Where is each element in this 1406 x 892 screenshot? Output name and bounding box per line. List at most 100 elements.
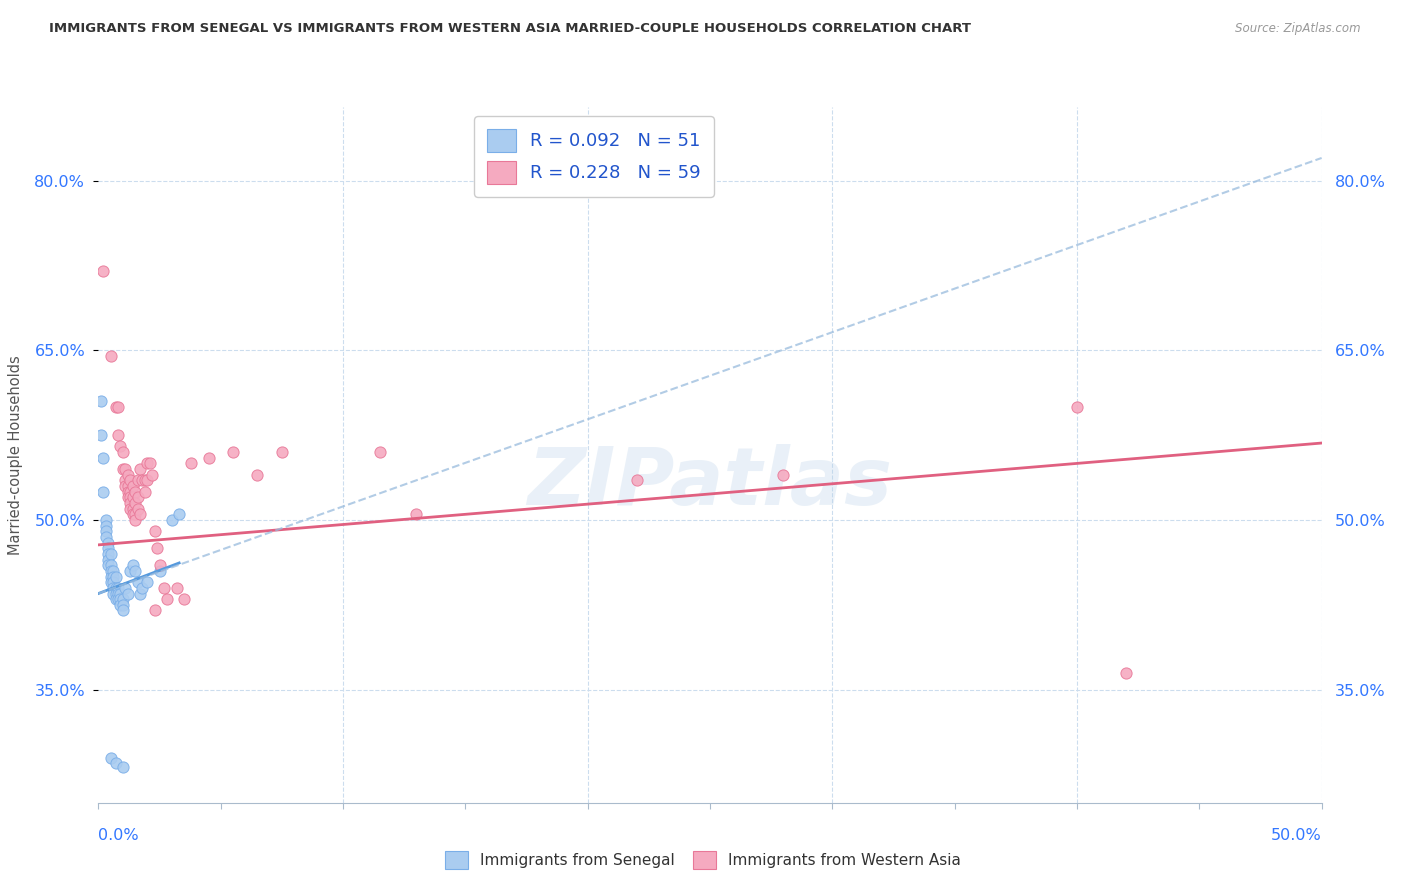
Point xyxy=(134,474,156,488)
Point xyxy=(117,586,139,600)
Point xyxy=(124,484,146,499)
Point xyxy=(94,518,117,533)
Point xyxy=(100,575,122,590)
Point xyxy=(146,541,169,556)
Point xyxy=(149,564,172,578)
Point xyxy=(107,581,129,595)
Point xyxy=(97,552,120,566)
Point xyxy=(110,439,132,453)
Point xyxy=(111,603,134,617)
Point xyxy=(120,501,142,516)
Point xyxy=(129,586,152,600)
Point xyxy=(101,575,124,590)
Point xyxy=(90,394,112,409)
Point xyxy=(91,484,114,499)
Legend: R = 0.092   N = 51, R = 0.228   N = 59: R = 0.092 N = 51, R = 0.228 N = 59 xyxy=(474,116,714,197)
Point xyxy=(111,462,134,476)
Point xyxy=(246,467,269,482)
Point xyxy=(121,491,143,505)
Point xyxy=(104,581,127,595)
Point xyxy=(197,450,219,465)
Point xyxy=(101,586,124,600)
Point xyxy=(101,581,124,595)
Point xyxy=(107,592,129,607)
Text: ZIPatlas: ZIPatlas xyxy=(527,443,893,522)
Point xyxy=(131,581,153,595)
Point xyxy=(167,508,190,522)
Point xyxy=(143,524,166,539)
Point xyxy=(100,558,122,573)
Point xyxy=(136,474,159,488)
Point xyxy=(94,530,117,544)
Point xyxy=(368,445,391,459)
Point xyxy=(104,586,127,600)
Point xyxy=(111,598,134,612)
Point xyxy=(270,445,294,459)
Point xyxy=(149,558,172,573)
Point xyxy=(121,508,143,522)
Point xyxy=(131,474,153,488)
Point xyxy=(166,581,188,595)
Point xyxy=(104,756,127,771)
Point xyxy=(110,592,132,607)
Point xyxy=(97,535,120,549)
Point xyxy=(104,592,127,607)
Point xyxy=(127,491,149,505)
Point xyxy=(120,484,142,499)
Point xyxy=(104,569,127,583)
Point xyxy=(90,428,112,442)
Point xyxy=(117,479,139,493)
Point xyxy=(772,467,794,482)
Point xyxy=(100,564,122,578)
Point xyxy=(97,541,120,556)
Point xyxy=(101,564,124,578)
Point xyxy=(139,457,162,471)
Point xyxy=(136,575,159,590)
Text: 50.0%: 50.0% xyxy=(1271,828,1322,843)
Point xyxy=(1115,665,1137,680)
Point xyxy=(117,484,139,499)
Point xyxy=(91,450,114,465)
Point xyxy=(111,592,134,607)
Point xyxy=(127,575,149,590)
Legend: Immigrants from Senegal, Immigrants from Western Asia: Immigrants from Senegal, Immigrants from… xyxy=(439,845,967,875)
Point xyxy=(117,491,139,505)
Point xyxy=(94,524,117,539)
Point xyxy=(160,513,183,527)
Point xyxy=(110,598,132,612)
Point xyxy=(114,462,136,476)
Point xyxy=(120,491,142,505)
Point xyxy=(405,508,427,522)
Point xyxy=(120,496,142,510)
Point xyxy=(114,474,136,488)
Point xyxy=(100,750,122,764)
Point xyxy=(107,400,129,414)
Point xyxy=(121,501,143,516)
Point xyxy=(107,586,129,600)
Point xyxy=(120,474,142,488)
Point xyxy=(107,428,129,442)
Point xyxy=(124,508,146,522)
Point xyxy=(100,349,122,363)
Point xyxy=(141,467,163,482)
Point xyxy=(111,445,134,459)
Point xyxy=(91,264,114,278)
Point xyxy=(143,603,166,617)
Point xyxy=(1066,400,1088,414)
Point xyxy=(129,462,152,476)
Point xyxy=(134,484,156,499)
Point xyxy=(117,467,139,482)
Point xyxy=(97,558,120,573)
Y-axis label: Married-couple Households: Married-couple Households xyxy=(8,355,24,555)
Point xyxy=(124,564,146,578)
Point xyxy=(136,457,159,471)
Point xyxy=(121,558,143,573)
Point xyxy=(121,479,143,493)
Point xyxy=(111,759,134,773)
Point xyxy=(153,581,176,595)
Point xyxy=(101,569,124,583)
Point xyxy=(100,569,122,583)
Text: 0.0%: 0.0% xyxy=(98,828,139,843)
Point xyxy=(173,592,195,607)
Point xyxy=(626,474,648,488)
